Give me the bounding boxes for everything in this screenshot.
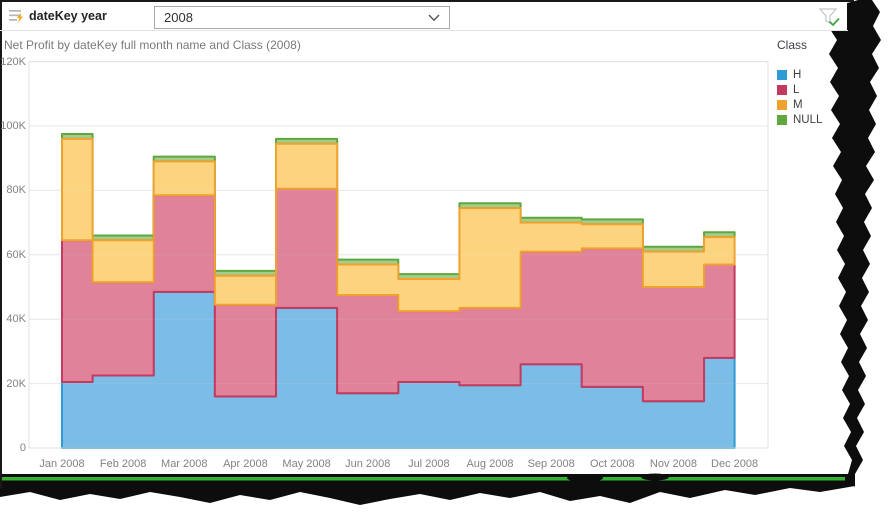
plot-border	[28, 61, 769, 449]
x-axis-tick: Nov 2008	[649, 458, 697, 470]
legend-title: Class	[777, 38, 808, 52]
legend-swatch	[777, 69, 787, 80]
legend-item-M[interactable]: M	[777, 98, 822, 111]
legend-swatch	[777, 99, 787, 110]
legend-label: H	[793, 68, 802, 81]
y-axis-tick: 60K	[6, 248, 26, 261]
torn-edge-bottom	[0, 473, 855, 505]
x-axis-tick: Dec 2008	[711, 458, 759, 470]
torn-edge-right	[828, 0, 881, 487]
x-axis-tick: Jun 2008	[345, 458, 391, 470]
legend-item-NULL[interactable]: NULL	[777, 113, 823, 126]
x-axis-tick: Sep 2008	[527, 458, 575, 470]
y-axis-tick: 0	[19, 442, 26, 454]
filter-applied-check-icon[interactable]	[818, 7, 842, 34]
legend-label: L	[793, 83, 800, 96]
legend: Class H L M NULL	[777, 38, 822, 129]
x-axis-tick: Mar 2008	[161, 458, 208, 470]
x-axis-tick: Feb 2008	[99, 458, 147, 470]
legend-swatch	[777, 84, 787, 95]
series-band-M[interactable]	[61, 137, 736, 313]
legend-items: H L M NULL	[777, 68, 823, 126]
slicer-lightning-icon	[8, 7, 26, 30]
y-axis-tick: 40K	[6, 313, 26, 326]
y-axis-tick: 20K	[6, 377, 26, 390]
window-border-top	[0, 0, 854, 2]
y-axis-tick: 120K	[0, 55, 26, 68]
y-axis-tick: 100K	[0, 120, 26, 132]
legend-swatch	[777, 114, 787, 125]
year-dropdown[interactable]: 2008	[154, 6, 450, 29]
slicer-label: dateKey year	[29, 9, 107, 23]
slicer-bar-divider	[0, 30, 848, 31]
y-axis-tick: 80K	[6, 184, 26, 197]
legend-item-H[interactable]: H	[777, 68, 822, 81]
x-axis-tick: Apr 2008	[223, 458, 268, 470]
chart-title: Net Profit by dateKey full month name an…	[4, 38, 301, 52]
legend-item-L[interactable]: L	[777, 83, 822, 96]
x-axis-tick: Oct 2008	[589, 458, 635, 470]
x-axis-tick: Jul 2008	[408, 458, 450, 470]
slicer-bar: dateKey year 2008	[2, 2, 847, 30]
legend-label: M	[793, 98, 803, 111]
x-axis-tick: Aug 2008	[466, 458, 514, 470]
x-axis-tick: Jan 2008	[39, 458, 85, 470]
year-dropdown-value: 2008	[164, 10, 193, 25]
legend-label: NULL	[793, 113, 823, 126]
green-page-edge	[2, 477, 845, 481]
x-axis-tick: May 2008	[282, 458, 331, 470]
chevron-down-icon	[428, 9, 440, 27]
window-border-left	[0, 0, 2, 488]
area-bands	[61, 133, 736, 449]
